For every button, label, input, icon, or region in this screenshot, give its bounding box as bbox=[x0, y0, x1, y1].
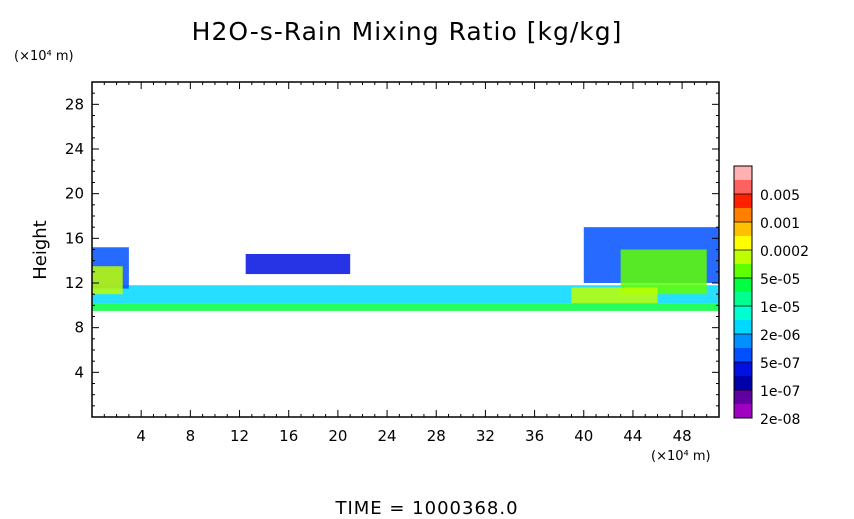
data-region-1 bbox=[92, 285, 719, 304]
x-tick-label: 4 bbox=[136, 427, 146, 445]
colorbar-label: 0.0002 bbox=[760, 244, 809, 260]
colorbar-swatch bbox=[734, 306, 752, 321]
x-tick-label: 12 bbox=[230, 427, 249, 445]
colorbar-label: 1e-05 bbox=[760, 300, 800, 316]
chart-title: H2O-s-Rain Mixing Ratio [kg/kg] bbox=[192, 17, 623, 46]
y-tick-label: 8 bbox=[74, 319, 84, 337]
y-tick-label: 16 bbox=[65, 229, 84, 247]
y-axis: 4 8 12 16 20 24 28 bbox=[65, 92, 719, 407]
colorbar-swatch bbox=[734, 250, 752, 265]
colorbar-swatch bbox=[734, 362, 752, 377]
colorbar-swatch bbox=[734, 292, 752, 307]
colorbar-swatch bbox=[734, 166, 752, 181]
x-tick-label: 20 bbox=[328, 427, 347, 445]
x-tick-label: 16 bbox=[279, 427, 298, 445]
x-tick-label: 44 bbox=[623, 427, 642, 445]
colorbar: 0.005 0.001 0.0002 5e-05 1e-05 2e-06 5e-07 1e-0… bbox=[733, 165, 809, 428]
colorbar-swatch bbox=[734, 208, 752, 223]
colorbar-swatch bbox=[734, 334, 752, 349]
x-tick-label: 36 bbox=[525, 427, 544, 445]
x-tick-label: 40 bbox=[574, 427, 593, 445]
y-tick-label: 28 bbox=[65, 95, 84, 113]
colorbar-swatch bbox=[734, 376, 752, 391]
colorbar-label: 2e-06 bbox=[760, 328, 800, 344]
colorbar-swatch bbox=[734, 194, 752, 209]
data-region-3 bbox=[92, 266, 123, 295]
y-tick-label: 20 bbox=[65, 185, 84, 203]
colorbar-label: 5e-07 bbox=[760, 356, 800, 372]
colorbar-swatch bbox=[734, 320, 752, 335]
colorbar-label: 5e-05 bbox=[760, 272, 800, 288]
y-axis-unit: (×10⁴ m) bbox=[14, 49, 74, 64]
plot-area-data bbox=[92, 227, 719, 311]
x-tick-label: 48 bbox=[673, 427, 692, 445]
data-region-6 bbox=[620, 249, 707, 295]
colorbar-swatch bbox=[734, 236, 752, 251]
colorbar-label: 0.005 bbox=[760, 188, 800, 204]
data-region-0 bbox=[92, 303, 719, 311]
x-tick-label: 32 bbox=[476, 427, 495, 445]
colorbar-swatch bbox=[734, 348, 752, 363]
x-tick-label: 8 bbox=[186, 427, 196, 445]
y-axis-label: Height bbox=[30, 220, 51, 280]
colorbar-swatch bbox=[734, 180, 752, 195]
colorbar-swatch bbox=[734, 404, 752, 419]
colorbar-swatch bbox=[734, 390, 752, 405]
x-axis-unit: (×10⁴ m) bbox=[651, 449, 711, 464]
colorbar-label: 0.001 bbox=[760, 216, 800, 232]
colorbar-swatch bbox=[734, 264, 752, 279]
y-tick-label: 24 bbox=[65, 140, 84, 158]
colorbar-label: 1e-07 bbox=[760, 384, 800, 400]
time-footer: TIME = 1000368.0 bbox=[334, 498, 518, 519]
y-tick-label: 4 bbox=[74, 363, 84, 381]
x-tick-label: 24 bbox=[378, 427, 397, 445]
y-tick-label: 12 bbox=[65, 274, 84, 292]
colorbar-swatch bbox=[734, 278, 752, 293]
colorbar-swatch bbox=[734, 222, 752, 237]
data-region-4 bbox=[245, 253, 351, 275]
x-tick-label: 28 bbox=[427, 427, 446, 445]
x-axis: 4 8 12 16 20 24 28 32 36 40 44 48 bbox=[103, 82, 708, 445]
colorbar-label: 2e-08 bbox=[760, 412, 800, 428]
data-region-7 bbox=[571, 287, 658, 304]
